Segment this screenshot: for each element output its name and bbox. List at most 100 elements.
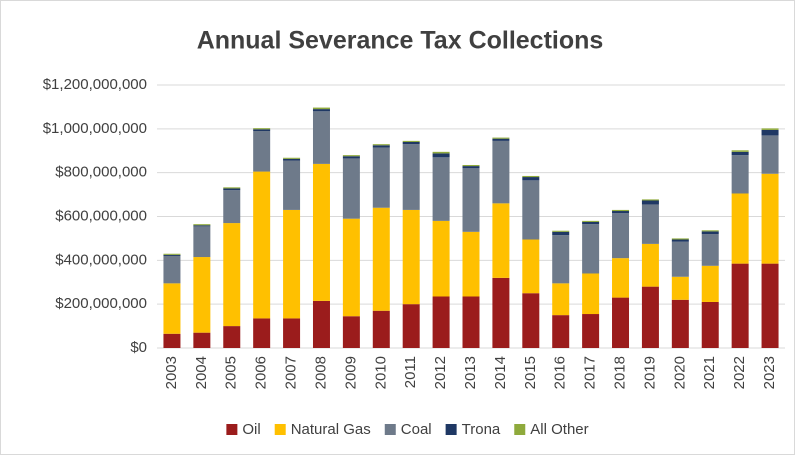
y-tick-label: $1,200,000,000	[43, 76, 147, 93]
bar-segment	[372, 310, 390, 348]
bar-segment	[402, 209, 420, 305]
bar-segment	[342, 316, 360, 348]
y-tick-label: $200,000,000	[55, 295, 147, 312]
bar-segment	[612, 213, 630, 259]
x-tick-label: 2006	[253, 356, 270, 389]
bar-segment	[492, 203, 510, 278]
bar-segment	[701, 234, 719, 266]
bar-segment	[582, 220, 600, 222]
bar-segment	[731, 150, 749, 152]
x-tick-label: 2004	[193, 356, 210, 389]
bar-segment	[223, 326, 241, 348]
bar-segment	[253, 318, 271, 348]
bar-segment	[582, 224, 600, 274]
bar-segment	[163, 254, 181, 256]
bar-segment	[223, 223, 241, 327]
bar-segment	[731, 263, 749, 348]
bar-segment	[402, 304, 420, 348]
bar-segment	[582, 273, 600, 315]
x-tick-label: 2003	[163, 356, 180, 389]
x-tick-label: 2016	[552, 356, 569, 389]
bar-segment	[163, 283, 181, 334]
bar-segment	[402, 141, 420, 145]
bar-segment	[462, 231, 480, 297]
bar-segment	[492, 277, 510, 348]
bar-segment	[641, 199, 659, 201]
bar-segment	[612, 209, 630, 212]
bar-segment	[492, 137, 510, 139]
x-tick-label: 2011	[402, 356, 419, 388]
bar-segment	[671, 299, 689, 348]
y-tick-label: $600,000,000	[55, 207, 147, 224]
bar-segment	[552, 315, 570, 348]
bar-segment	[761, 129, 779, 136]
bar-segment	[223, 188, 241, 191]
x-tick-label: 2014	[492, 356, 509, 389]
bar-segment	[671, 276, 689, 300]
x-tick-label: 2010	[372, 356, 389, 389]
bar-segment	[701, 265, 719, 302]
bar-segment	[462, 164, 480, 167]
bar-segment	[372, 207, 390, 311]
bar-segment	[612, 258, 630, 298]
x-tick-label: 2009	[342, 356, 359, 389]
bar-segment	[641, 200, 659, 205]
bar-segment	[552, 235, 570, 284]
bar-segment	[761, 128, 779, 130]
bar-segment	[312, 163, 330, 301]
bar-segment	[193, 257, 211, 333]
bar-segment	[522, 180, 540, 240]
legend-swatch	[226, 424, 238, 435]
bar-segment	[312, 300, 330, 348]
bar-segment	[193, 224, 211, 226]
bar-segment	[612, 211, 630, 214]
bar-segment	[552, 283, 570, 316]
legend-swatch	[274, 424, 286, 435]
bar-segment	[223, 190, 241, 224]
legend-label: Trona	[462, 421, 501, 438]
bar-segment	[253, 171, 271, 319]
x-tick-label: 2020	[671, 356, 688, 389]
bar-segment	[641, 204, 659, 244]
x-tick-label: 2017	[582, 356, 599, 389]
bar-segment	[193, 332, 211, 348]
bar-segment	[492, 140, 510, 204]
y-tick-label: $800,000,000	[55, 164, 147, 181]
bar-segment	[283, 318, 301, 348]
bar-segment	[761, 173, 779, 264]
bar-segment	[522, 293, 540, 348]
bar-segment	[671, 238, 689, 240]
legend-label: Oil	[242, 421, 260, 438]
bar-segment	[612, 297, 630, 348]
legend-swatch	[514, 424, 526, 435]
bar-segment	[402, 140, 420, 142]
legend-label: Coal	[401, 421, 432, 438]
bar-segment	[582, 221, 600, 225]
legend-swatch	[445, 424, 457, 435]
bar-segment	[701, 231, 719, 235]
bar-segment	[283, 158, 301, 161]
bar-segment	[283, 160, 301, 210]
bar-segment	[462, 168, 480, 232]
bar-segment	[671, 239, 689, 242]
bar-segment	[253, 129, 271, 132]
bar-segment	[522, 177, 540, 181]
bar-segment	[163, 333, 181, 348]
bar-segment	[522, 239, 540, 294]
bar-segment	[432, 157, 450, 221]
bar-segment	[701, 301, 719, 348]
y-tick-label: $400,000,000	[55, 251, 147, 268]
x-tick-label: 2019	[641, 356, 658, 389]
bar-segment	[731, 193, 749, 264]
bar-segment	[522, 175, 540, 178]
bar-segment	[761, 135, 779, 174]
chart-title: Annual Severance Tax Collections	[197, 27, 604, 55]
bar-segment	[312, 107, 330, 110]
bar-segment	[582, 314, 600, 348]
bar-segment	[163, 255, 181, 284]
bar-segment	[372, 144, 390, 146]
bar-segment	[253, 131, 271, 172]
legend-swatch	[384, 424, 396, 435]
bar-segment	[641, 243, 659, 287]
bar-segment	[462, 296, 480, 348]
